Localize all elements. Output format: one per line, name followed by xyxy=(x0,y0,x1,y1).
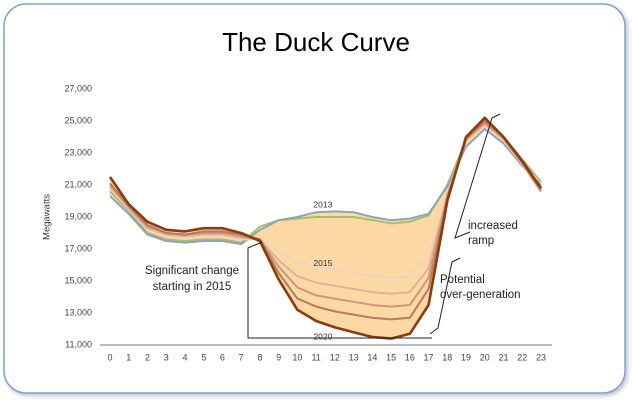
chart-title: The Duck Curve xyxy=(222,27,410,57)
x-tick-label: 7 xyxy=(239,352,244,362)
y-tick-label: 27,000 xyxy=(64,83,92,93)
series-line xyxy=(108,116,543,340)
x-tick-label: 12 xyxy=(330,352,340,362)
x-tick-label: 15 xyxy=(386,352,396,362)
x-tick-label: 22 xyxy=(517,352,527,362)
y-tick-label: 15,000 xyxy=(64,275,92,285)
annotation: starting in 2015 xyxy=(153,281,232,293)
x-tick-label: 2 xyxy=(145,352,150,362)
x-tick-label: 14 xyxy=(367,352,377,362)
x-tick-label: 18 xyxy=(442,352,452,362)
y-tick-label: 13,000 xyxy=(64,307,92,317)
x-tick-label: 4 xyxy=(182,352,187,362)
label-bg xyxy=(140,263,244,295)
annotation: Significant change xyxy=(145,265,239,277)
x-tick-label: 5 xyxy=(201,352,206,362)
annotation: increased xyxy=(468,220,518,232)
bracket xyxy=(429,257,461,335)
x-tick-label: 19 xyxy=(461,352,471,362)
x-tick-label: 9 xyxy=(276,352,281,362)
bracket xyxy=(454,113,501,239)
annotation: ramp xyxy=(468,235,494,247)
x-tick-label: 21 xyxy=(499,352,509,362)
x-tick-label: 20 xyxy=(480,352,490,362)
x-tick-label: 13 xyxy=(349,352,359,362)
x-tick-label: 11 xyxy=(311,352,320,362)
y-tick-label: 19,000 xyxy=(64,211,92,221)
x-tick-label: 10 xyxy=(292,352,302,362)
series-label: 2015 xyxy=(313,258,332,268)
plot: 11,000 13,000 15,000 17,000 19,000 21,000 23,0… xyxy=(64,83,552,362)
annotation: over-generation xyxy=(440,289,521,301)
x-tick-label: 3 xyxy=(164,352,169,362)
series-line xyxy=(109,128,542,246)
annotations: Significant change starting in 2015 incr… xyxy=(140,113,521,339)
x-tick-label: 1 xyxy=(126,352,131,362)
series-line xyxy=(109,123,542,295)
y-tick-label: 23,000 xyxy=(64,147,92,157)
bracket xyxy=(247,241,432,339)
x-tick-label: 16 xyxy=(405,352,415,362)
series-label: 2020 xyxy=(313,332,332,342)
area-fill xyxy=(110,117,541,339)
y-axis-label: Megawatts xyxy=(42,194,53,240)
series-label: 2013 xyxy=(313,200,332,210)
slide-frame xyxy=(3,3,626,394)
y-tick-label: 11,000 xyxy=(65,339,92,349)
x-tick-label: 17 xyxy=(424,352,434,362)
series-line xyxy=(109,120,542,321)
y-tick-label: 17,000 xyxy=(64,243,92,253)
x-tick-label: 8 xyxy=(257,352,262,362)
y-tick-label: 21,000 xyxy=(64,179,92,189)
x-tick-label: 23 xyxy=(536,352,546,362)
y-tick-label: 25,000 xyxy=(64,115,92,125)
x-tick-label: 6 xyxy=(220,352,225,362)
annotation: Potential xyxy=(440,274,485,286)
x-tick-label: 0 xyxy=(107,352,112,362)
